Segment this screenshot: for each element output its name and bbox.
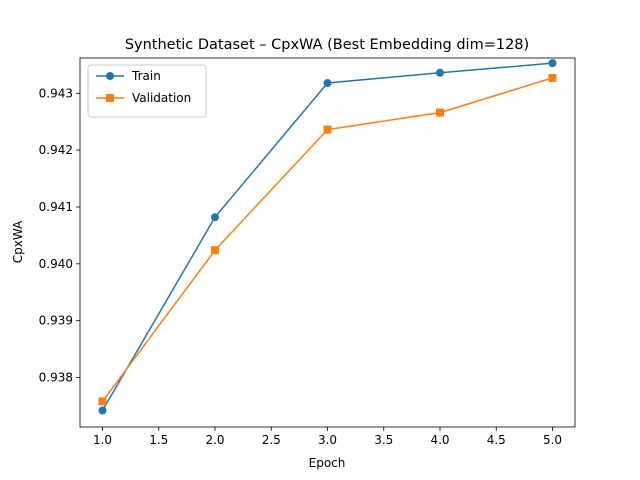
x-tick-label: 3.5 <box>374 433 393 447</box>
data-point-train <box>548 59 557 68</box>
data-point-train <box>98 406 107 415</box>
y-tick-label: 0.940 <box>39 257 73 271</box>
legend-label-train: Train <box>131 69 161 83</box>
chart-title: Synthetic Dataset – CpxWA (Best Embeddin… <box>125 37 529 53</box>
y-tick-label: 0.939 <box>39 314 73 328</box>
legend-marker-train <box>106 72 114 80</box>
x-tick-label: 1.5 <box>149 433 168 447</box>
legend-box <box>87 64 207 118</box>
y-tick-label: 0.942 <box>39 143 73 157</box>
x-tick-label: 2.0 <box>205 433 224 447</box>
data-point-validation <box>323 125 332 134</box>
y-tick-label: 0.941 <box>39 200 73 214</box>
x-tick-label: 5.0 <box>543 433 562 447</box>
legend-label-validation: Validation <box>132 91 191 105</box>
data-point-train <box>211 213 219 222</box>
x-tick-label: 3.0 <box>318 433 337 447</box>
data-point-validation <box>211 246 219 255</box>
data-point-validation <box>98 397 107 406</box>
x-tick-label: 2.5 <box>262 433 281 447</box>
x-tick-label: 4.5 <box>487 433 506 447</box>
y-axis-label: CpxWA <box>11 220 25 263</box>
plot-area: 1.0 1.5 2.0 2.5 3.0 3.5 4.0 4.5 5.0 0.938 0.939 0.9… <box>39 57 576 447</box>
y-tick-label: 0.938 <box>39 371 73 385</box>
data-point-validation <box>548 73 557 82</box>
x-tick-label: 1.0 <box>93 433 112 447</box>
x-tick-label: 4.0 <box>430 433 449 447</box>
data-point-train <box>323 79 332 88</box>
x-axis-label: Epoch <box>309 456 346 470</box>
data-point-validation <box>436 108 444 117</box>
y-tick-label: 0.943 <box>39 86 73 100</box>
data-point-train <box>436 68 444 77</box>
legend-marker-validation <box>106 94 114 102</box>
legend: Train Validation <box>87 64 207 118</box>
